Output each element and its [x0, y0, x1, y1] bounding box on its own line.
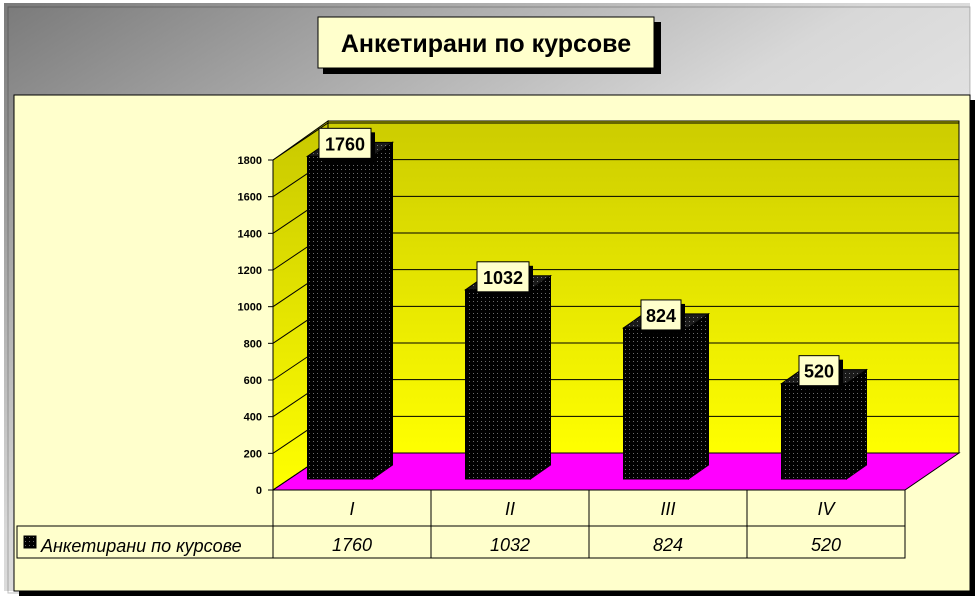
y-tick-label: 800	[244, 338, 262, 350]
bar-front	[623, 327, 689, 480]
data-label-text: 1760	[325, 134, 365, 154]
y-tick-label: 1400	[238, 228, 262, 240]
data-label-text: 520	[804, 362, 834, 382]
table-value: 520	[811, 535, 841, 555]
data-label-III: 824	[640, 299, 685, 334]
category-label: I	[349, 499, 354, 519]
y-tick-label: 600	[244, 375, 262, 387]
bar-II	[463, 274, 553, 480]
table-value: 824	[653, 535, 683, 555]
title-box: Анкетирани по курсове	[317, 16, 661, 74]
bar-front	[307, 155, 373, 480]
bar-front	[465, 289, 531, 480]
y-tick-label: 200	[244, 448, 262, 460]
data-label-II: 1032	[476, 261, 533, 296]
y-tick-label: 1200	[238, 265, 262, 277]
bar-side	[846, 368, 867, 480]
legend-key	[23, 535, 37, 549]
y-tick-label: 1000	[238, 302, 262, 314]
y-tick-label: 1600	[238, 192, 262, 204]
y-axis-ticks: 0 200 400 600 800 1000 1200 1400 1600 1800	[238, 155, 273, 497]
table-value: 1760	[332, 535, 372, 555]
category-label: III	[660, 499, 675, 519]
chart-title: Анкетирани по курсове	[341, 30, 631, 58]
bar-IV	[779, 368, 869, 480]
data-label-I: 1760	[318, 127, 375, 163]
bar-side	[530, 274, 551, 480]
y-tick-label: 400	[244, 412, 262, 424]
series-name: Анкетирани по курсове	[40, 536, 242, 556]
bar-front	[781, 383, 847, 480]
y-tick-label: 1800	[238, 155, 262, 167]
y-tick-label: 0	[256, 485, 262, 497]
table-value: 1032	[490, 535, 530, 555]
category-label: II	[505, 499, 515, 519]
data-label-text: 1032	[483, 268, 523, 288]
data-label-IV: 520	[798, 355, 843, 390]
bar-side	[372, 141, 393, 480]
bar-side	[688, 312, 709, 480]
data-label-text: 824	[646, 306, 676, 326]
bar-III	[621, 312, 711, 480]
data-table: I 1760 II 1032 III 824 IV 520 Анкетирани по курс…	[16, 489, 906, 559]
category-label: IV	[817, 499, 836, 519]
bars	[305, 141, 869, 480]
bar-I	[305, 141, 395, 480]
data-labels: 1760 1032 824 520	[318, 127, 843, 390]
